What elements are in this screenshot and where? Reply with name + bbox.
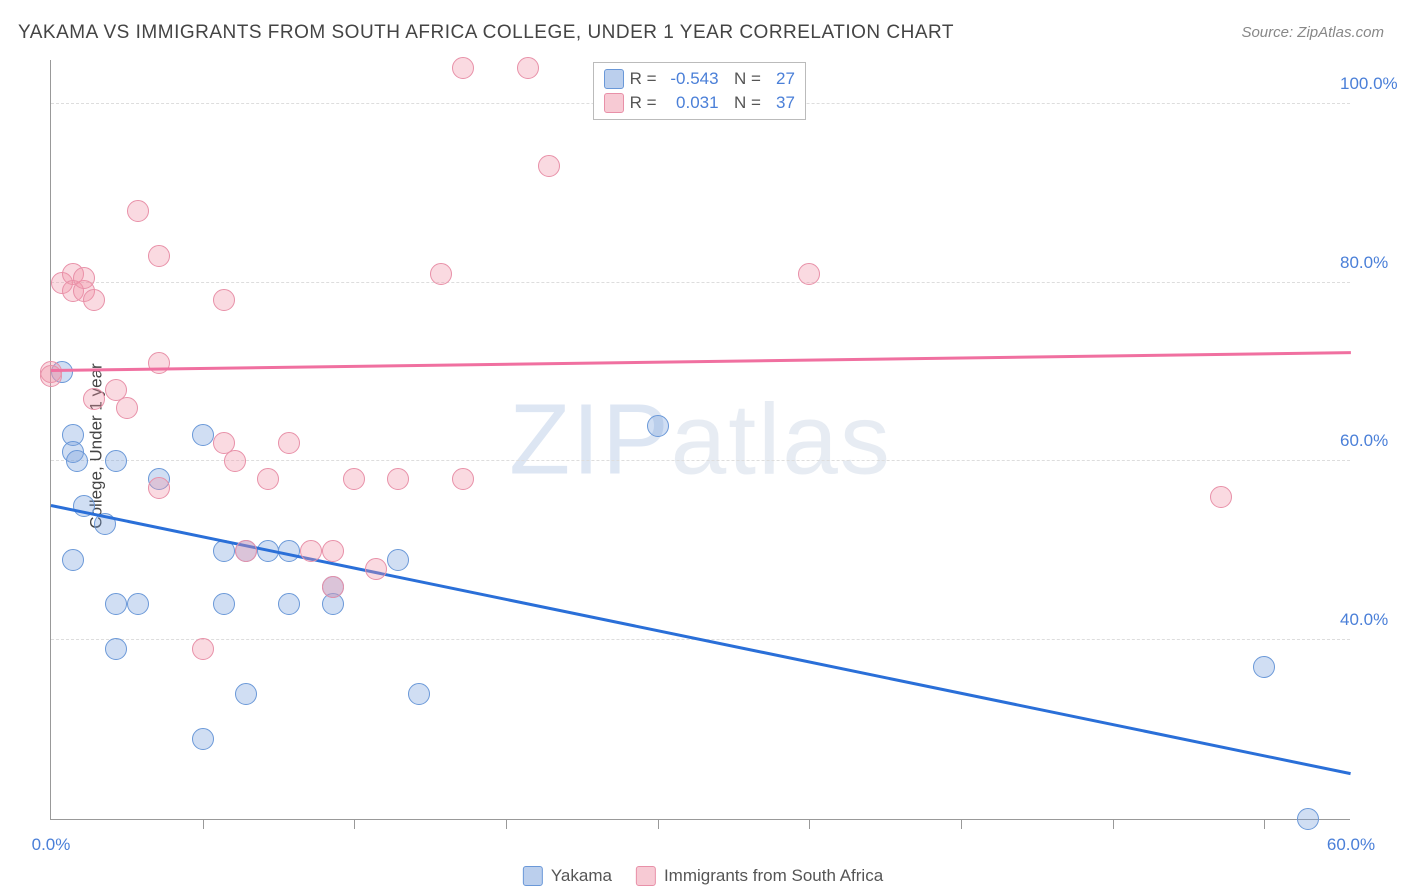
data-point (1210, 486, 1232, 508)
x-tick-mark (506, 819, 507, 829)
data-point (235, 540, 257, 562)
legend-swatch (604, 69, 624, 89)
trend-line (51, 352, 1351, 372)
legend-bottom: Yakama Immigrants from South Africa (523, 866, 883, 886)
data-point (278, 593, 300, 615)
x-tick-label: 0.0% (32, 835, 71, 855)
data-point (798, 263, 820, 285)
legend-label: Yakama (551, 866, 612, 886)
x-tick-mark (203, 819, 204, 829)
data-point (647, 415, 669, 437)
data-point (343, 468, 365, 490)
data-point (538, 155, 560, 177)
x-tick-label: 60.0% (1327, 835, 1375, 855)
data-point (257, 468, 279, 490)
y-tick-label: 80.0% (1340, 253, 1400, 273)
chart-title: YAKAMA VS IMMIGRANTS FROM SOUTH AFRICA C… (18, 22, 954, 44)
legend-swatch (636, 866, 656, 886)
data-point (148, 477, 170, 499)
data-point (213, 593, 235, 615)
data-point (517, 57, 539, 79)
data-point (322, 576, 344, 598)
data-point (105, 593, 127, 615)
data-point (73, 267, 95, 289)
data-point (365, 558, 387, 580)
data-point (1253, 656, 1275, 678)
data-point (83, 388, 105, 410)
data-point (62, 549, 84, 571)
data-point (83, 289, 105, 311)
y-tick-label: 40.0% (1340, 610, 1400, 630)
watermark: ZIPatlas (509, 382, 892, 497)
data-point (127, 593, 149, 615)
data-point (452, 468, 474, 490)
data-point (127, 200, 149, 222)
data-point (148, 352, 170, 374)
legend-stats: R =-0.543 N =27R =0.031 N =37 (593, 62, 806, 120)
data-point (322, 540, 344, 562)
data-point (224, 450, 246, 472)
data-point (387, 549, 409, 571)
data-point (452, 57, 474, 79)
data-point (66, 450, 88, 472)
x-tick-mark (1264, 819, 1265, 829)
data-point (116, 397, 138, 419)
data-point (1297, 808, 1319, 830)
data-point (235, 683, 257, 705)
gridline-h (51, 282, 1350, 283)
data-point (105, 450, 127, 472)
x-tick-mark (354, 819, 355, 829)
data-point (192, 728, 214, 750)
x-tick-mark (1113, 819, 1114, 829)
x-tick-mark (961, 819, 962, 829)
data-point (105, 638, 127, 660)
x-tick-mark (658, 819, 659, 829)
legend-label: Immigrants from South Africa (664, 866, 883, 886)
data-point (192, 638, 214, 660)
y-tick-label: 60.0% (1340, 431, 1400, 451)
x-tick-mark (809, 819, 810, 829)
data-point (430, 263, 452, 285)
data-point (387, 468, 409, 490)
legend-item: Yakama (523, 866, 612, 886)
data-point (278, 432, 300, 454)
data-point (300, 540, 322, 562)
legend-item: Immigrants from South Africa (636, 866, 883, 886)
data-point (148, 245, 170, 267)
source-attribution: Source: ZipAtlas.com (1241, 24, 1384, 41)
y-tick-label: 100.0% (1340, 74, 1400, 94)
data-point (192, 424, 214, 446)
legend-swatch (604, 93, 624, 113)
data-point (408, 683, 430, 705)
legend-swatch (523, 866, 543, 886)
data-point (213, 289, 235, 311)
scatter-plot-area: ZIPatlas 40.0%60.0%80.0%100.0%0.0%60.0%R… (50, 60, 1350, 820)
